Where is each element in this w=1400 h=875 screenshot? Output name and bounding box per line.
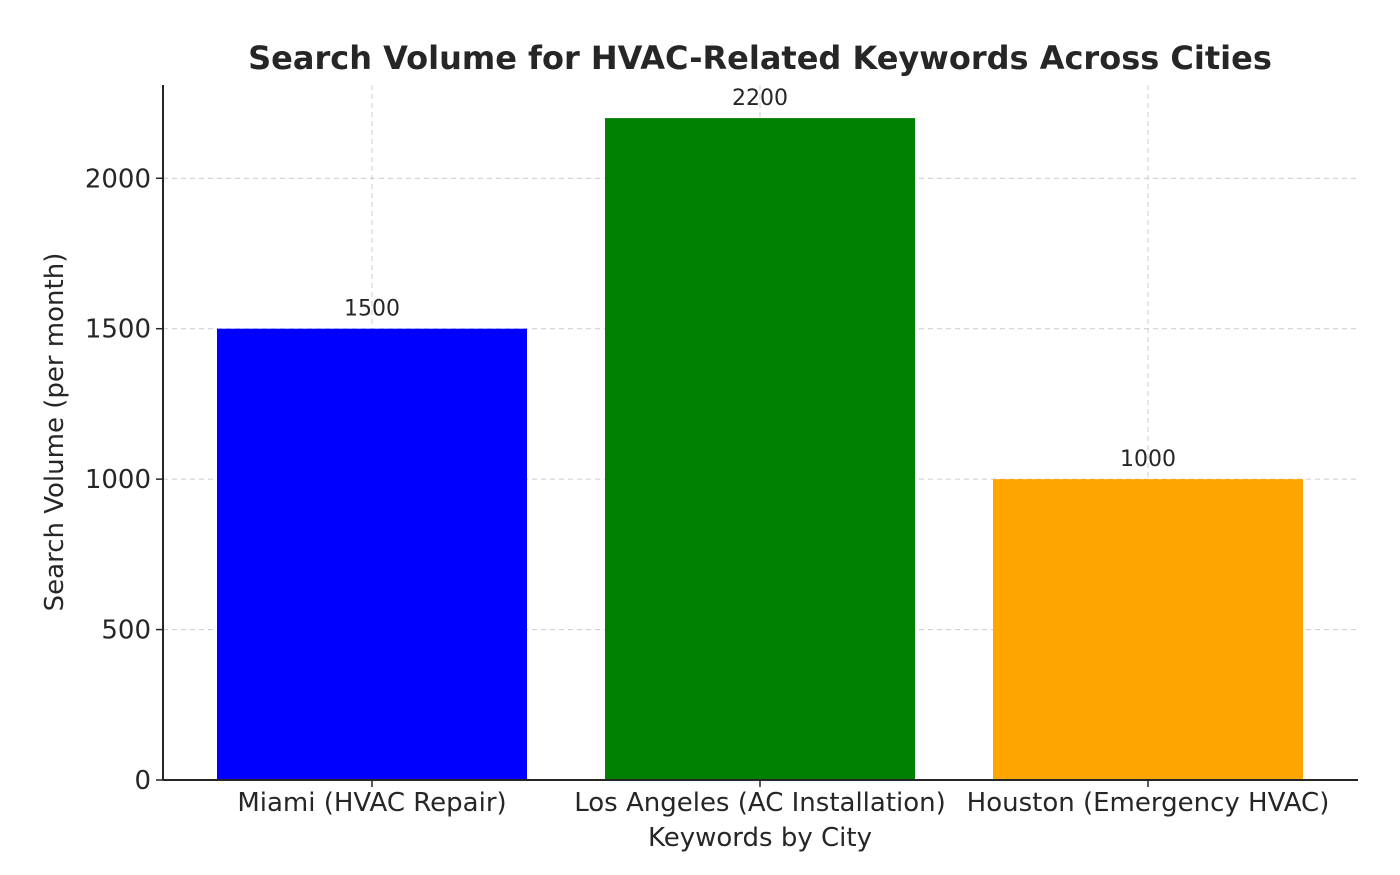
y-tick-label: 2000 — [85, 164, 151, 194]
data-label-layer: 1500 2200 1000 — [344, 86, 1176, 472]
y-ticks: 0 500 1000 1500 2000 — [85, 164, 163, 796]
bar — [605, 118, 915, 781]
y-axis-label: Search Volume (per month) — [40, 253, 70, 612]
bar-layer — [217, 118, 1303, 781]
bar — [993, 479, 1303, 780]
x-tick-label: Los Angeles (AC Installation) — [574, 788, 946, 818]
y-tick-label: 1500 — [85, 315, 151, 345]
x-tick-label: Houston (Emergency HVAC) — [967, 788, 1330, 818]
y-tick-label: 0 — [134, 766, 151, 796]
chart-title: Search Volume for HVAC-Related Keywords … — [248, 39, 1272, 77]
bar-value-label: 1000 — [1120, 447, 1176, 472]
x-tick-label: Miami (HVAC Repair) — [237, 788, 506, 818]
bar-value-label: 2200 — [732, 86, 788, 111]
bar-value-label: 1500 — [344, 297, 400, 322]
bar — [217, 328, 527, 780]
y-tick-label: 500 — [101, 616, 151, 646]
y-tick-label: 1000 — [85, 465, 151, 495]
x-axis-label: Keywords by City — [648, 823, 872, 853]
x-ticks: Miami (HVAC Repair) Los Angeles (AC Insta… — [237, 780, 1329, 818]
